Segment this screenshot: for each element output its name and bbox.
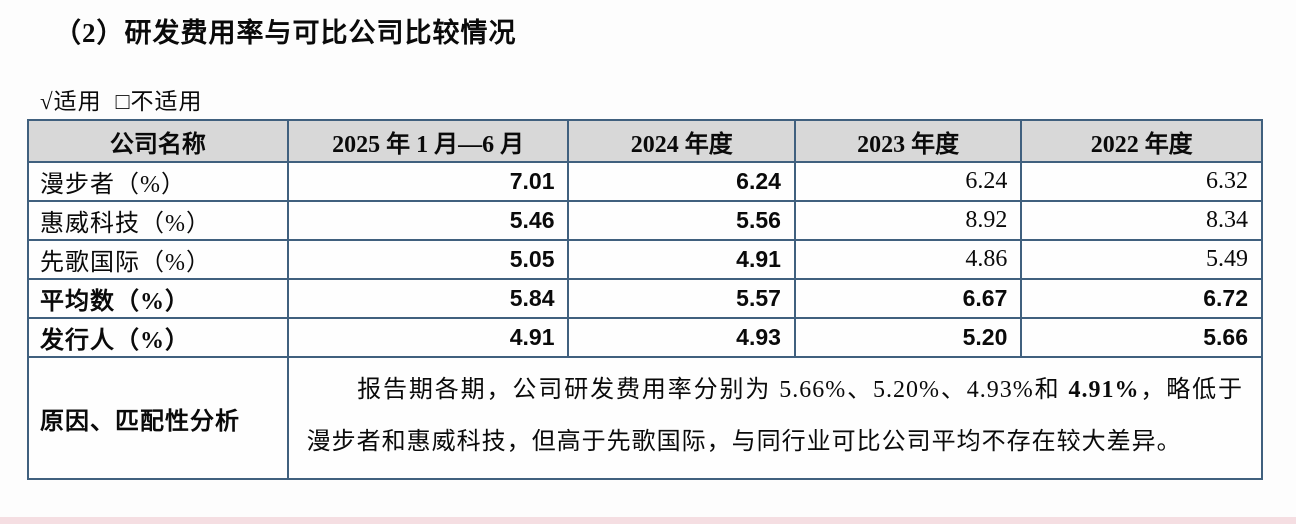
value-cell: 7.01	[286, 161, 570, 202]
row-label: 先歌国际（%）	[27, 239, 289, 280]
table-row-edifier: 漫步者（%） 7.01 6.24 6.24 6.32	[27, 161, 1263, 202]
analysis-paragraph: 报告期各期，公司研发费用率分别为 5.66%、5.20%、4.93%和 4.91…	[307, 364, 1243, 468]
header-year-2023: 2023 年度	[793, 119, 1023, 163]
table-row-issuer: 发行人（%） 4.91 4.93 5.20 5.66	[27, 317, 1263, 358]
value-cell: 5.46	[286, 200, 570, 241]
header-company-name: 公司名称	[27, 119, 289, 163]
bottom-edge-strip	[0, 517, 1296, 524]
row-label: 平均数（%）	[27, 278, 289, 319]
header-year-2022: 2022 年度	[1020, 119, 1263, 163]
value-cell: 4.86	[793, 239, 1023, 280]
value-cell: 8.34	[1020, 200, 1263, 241]
table-row-analysis: 原因、匹配性分析 报告期各期，公司研发费用率分别为 5.66%、5.20%、4.…	[27, 356, 1264, 480]
value-cell: 6.32	[1020, 161, 1263, 202]
value-cell: 5.49	[1020, 239, 1263, 280]
header-period-2025: 2025 年 1 月—6 月	[286, 119, 570, 163]
header-year-2024: 2024 年度	[567, 119, 796, 163]
analysis-text-cell: 报告期各期，公司研发费用率分别为 5.66%、5.20%、4.93%和 4.91…	[286, 356, 1264, 480]
value-cell: 5.05	[286, 239, 570, 280]
analysis-text-bold: 4.91%	[1068, 377, 1140, 403]
table-header-row: 公司名称 2025 年 1 月—6 月 2024 年度 2023 年度 2022…	[27, 119, 1263, 163]
table-row-average: 平均数（%） 5.84 5.57 6.67 6.72	[27, 278, 1263, 319]
value-cell: 6.72	[1020, 278, 1263, 319]
value-cell: 4.93	[567, 317, 796, 358]
page-title: （2）研发费用率与可比公司比较情况	[54, 18, 517, 48]
analysis-label: 原因、匹配性分析	[27, 356, 289, 480]
row-label: 惠威科技（%）	[27, 200, 289, 241]
applicable-option: √适用	[40, 89, 102, 114]
table-row-xiange: 先歌国际（%） 5.05 4.91 4.86 5.49	[27, 239, 1263, 280]
value-cell: 5.66	[1020, 317, 1263, 358]
value-cell: 5.56	[567, 200, 796, 241]
analysis-text-after: ，略低于漫步者和惠威科技，但高于先歌国际，与同行业可比公司平均不存在较大差异。	[306, 377, 1244, 455]
rd-expense-comparison-table: 公司名称 2025 年 1 月—6 月 2024 年度 2023 年度 2022…	[27, 119, 1264, 480]
value-cell: 5.57	[567, 278, 796, 319]
row-label: 发行人（%）	[27, 317, 289, 358]
value-cell: 5.84	[286, 278, 570, 319]
not-applicable-option: □不适用	[115, 89, 203, 114]
applicability-note: √适用 □不适用	[40, 82, 203, 116]
row-label: 漫步者（%）	[27, 161, 289, 202]
analysis-text-before: 报告期各期，公司研发费用率分别为 5.66%、5.20%、4.93%和	[357, 377, 1069, 403]
value-cell: 5.20	[793, 317, 1023, 358]
value-cell: 6.24	[567, 161, 796, 202]
table-row-hivi: 惠威科技（%） 5.46 5.56 8.92 8.34	[27, 200, 1263, 241]
value-cell: 8.92	[793, 200, 1023, 241]
value-cell: 4.91	[286, 317, 570, 358]
value-cell: 6.24	[793, 161, 1023, 202]
value-cell: 4.91	[567, 239, 796, 280]
value-cell: 6.67	[793, 278, 1023, 319]
